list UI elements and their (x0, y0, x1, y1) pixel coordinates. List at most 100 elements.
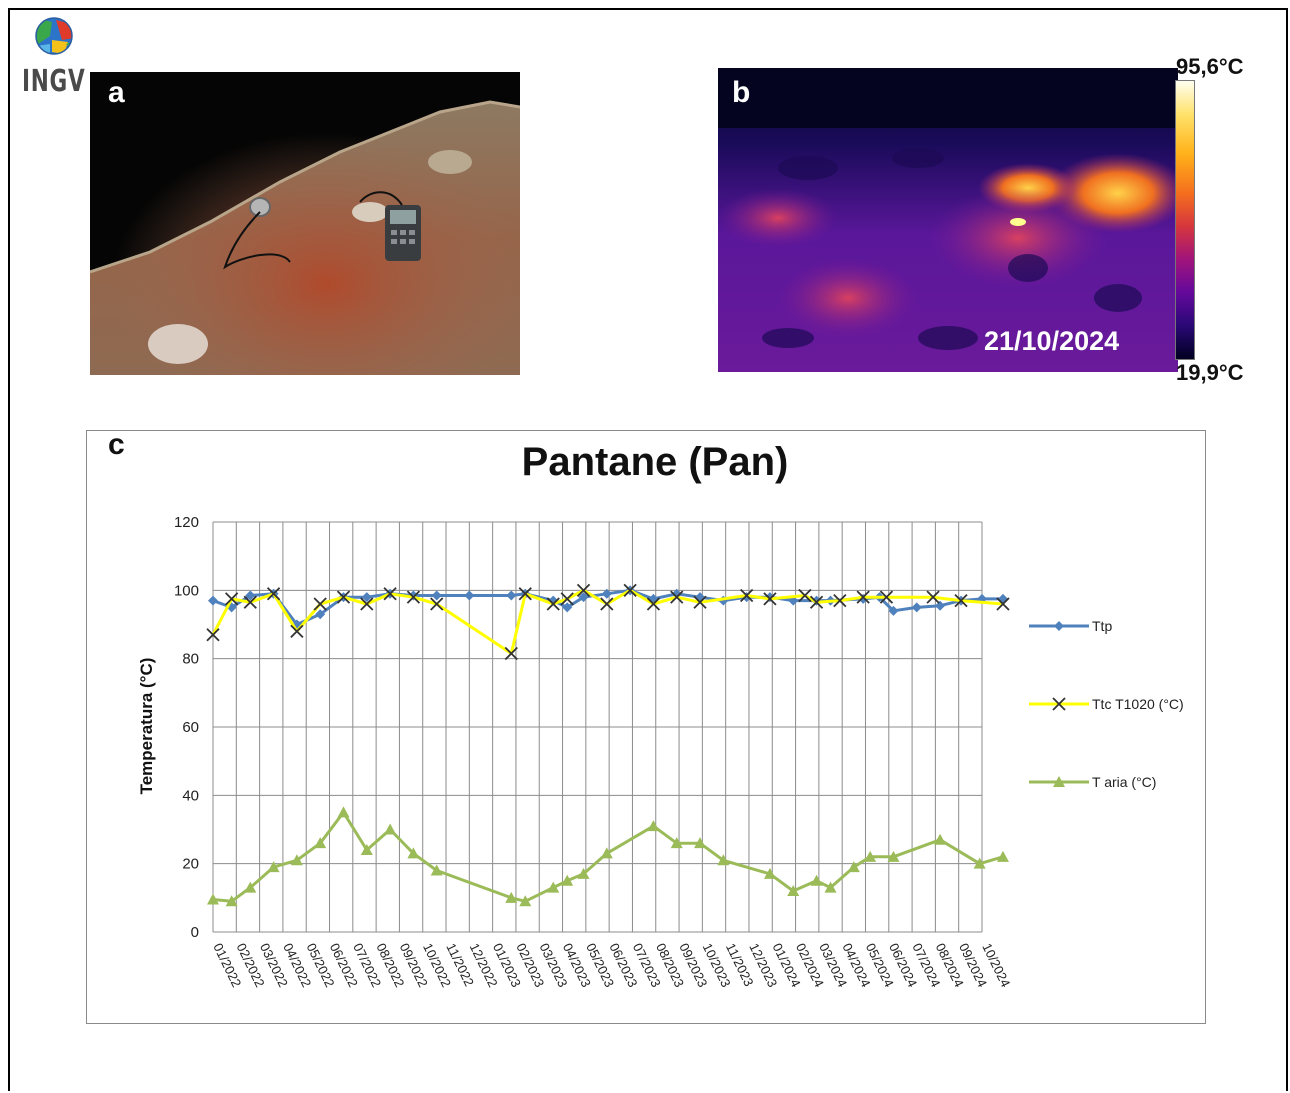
series-2 (207, 806, 1009, 907)
data-point (646, 597, 661, 611)
data-point (926, 590, 940, 604)
data-point (718, 595, 729, 606)
series-1 (206, 583, 1010, 661)
scale-min-label: 19,9°C (1176, 360, 1244, 385)
data-point (577, 867, 590, 879)
legend-marker (1052, 697, 1066, 711)
data-point (934, 833, 947, 845)
data-point (430, 597, 444, 611)
scale-max-label: 95,6°C (1176, 54, 1244, 79)
data-point (561, 874, 574, 886)
field-photo (90, 72, 520, 375)
data-point (693, 595, 707, 609)
data-point (600, 847, 613, 859)
legend-marker (1053, 776, 1065, 787)
legend-label: Ttp (1092, 618, 1112, 634)
data-point (313, 597, 327, 611)
thermal-date-label: 21/10/2024 (984, 326, 1120, 356)
data-point (847, 861, 860, 873)
data-point (337, 806, 350, 818)
legend-entry: Ttc T1020 (°C) (1029, 696, 1184, 712)
data-point (560, 592, 574, 606)
data-point (314, 837, 327, 849)
data-point (996, 850, 1009, 862)
data-point (562, 602, 573, 613)
ingv-logo-text: INGV (22, 64, 86, 99)
data-point (788, 595, 799, 606)
legend-label: T aria (°C) (1092, 774, 1156, 790)
y-tick-label: 60 (182, 719, 199, 736)
panel-b-letter: b (732, 76, 751, 109)
y-tick-label: 80 (182, 651, 199, 668)
x-axis-ticks: 01/202202/202203/202204/202205/202206/20… (210, 941, 1013, 990)
data-point (764, 592, 775, 603)
y-axis-ticks: 0 20 40 60 80 100 120 (174, 514, 199, 941)
data-point (856, 590, 870, 604)
data-point (954, 593, 968, 608)
legend-entry: T aria (°C) (1029, 774, 1156, 790)
data-point (267, 861, 280, 873)
data-point (864, 850, 877, 862)
data-point (576, 583, 591, 597)
chart-title: Pantane (Pan) (521, 440, 789, 484)
data-point (207, 893, 219, 905)
data-point (601, 588, 612, 599)
data-point (887, 850, 900, 862)
data-point (717, 854, 730, 866)
y-tick-label: 0 (191, 924, 199, 941)
data-point (824, 881, 837, 893)
chart-grid (212, 521, 983, 933)
y-tick-label: 40 (182, 787, 199, 804)
data-point (266, 587, 281, 601)
data-point (243, 595, 257, 609)
data-point (430, 864, 443, 876)
data-point (245, 590, 256, 601)
data-point (506, 590, 517, 601)
y-tick-label: 100 (174, 582, 199, 599)
data-point (694, 837, 707, 849)
series-0 (208, 585, 1008, 630)
data-point (225, 592, 239, 606)
data-point (504, 646, 518, 661)
data-point (546, 597, 560, 611)
data-point (225, 895, 238, 907)
data-point (600, 597, 614, 611)
data-point (519, 895, 532, 907)
thermal-image (718, 68, 1178, 372)
data-point (578, 592, 589, 603)
data-point (518, 587, 532, 601)
data-point (787, 885, 800, 896)
data-point (464, 590, 475, 601)
data-point (935, 600, 946, 611)
ingv-globe-logo (35, 17, 73, 55)
data-point (809, 595, 824, 609)
chart-series (206, 583, 1010, 907)
y-axis-label: Temperatura (°C) (137, 658, 156, 795)
data-point (810, 874, 823, 886)
data-point (798, 588, 812, 603)
data-point (623, 583, 637, 597)
chart-legend: Ttp Ttc T1020 (°C) T aria (°C) (1029, 618, 1184, 790)
data-point (244, 881, 257, 893)
data-point (973, 857, 986, 869)
data-point (670, 837, 683, 849)
data-point (406, 590, 421, 604)
data-point (763, 867, 776, 879)
y-tick-label: 20 (182, 856, 199, 873)
data-point (505, 891, 518, 903)
data-point (647, 820, 660, 832)
data-point (360, 597, 374, 611)
data-point (547, 881, 560, 893)
panel-c-letter: c (108, 428, 125, 461)
data-point (996, 597, 1010, 611)
data-point (407, 847, 420, 859)
legend-marker (1054, 621, 1064, 631)
data-point (695, 592, 706, 603)
data-point (833, 593, 847, 608)
data-point (361, 592, 372, 603)
data-point (763, 592, 777, 606)
temperature-chart: 0 20 40 60 80 100 120 01/202202/202203/202204/… (137, 514, 1184, 990)
data-point (911, 602, 922, 613)
data-point (315, 609, 326, 620)
data-point (879, 590, 894, 604)
